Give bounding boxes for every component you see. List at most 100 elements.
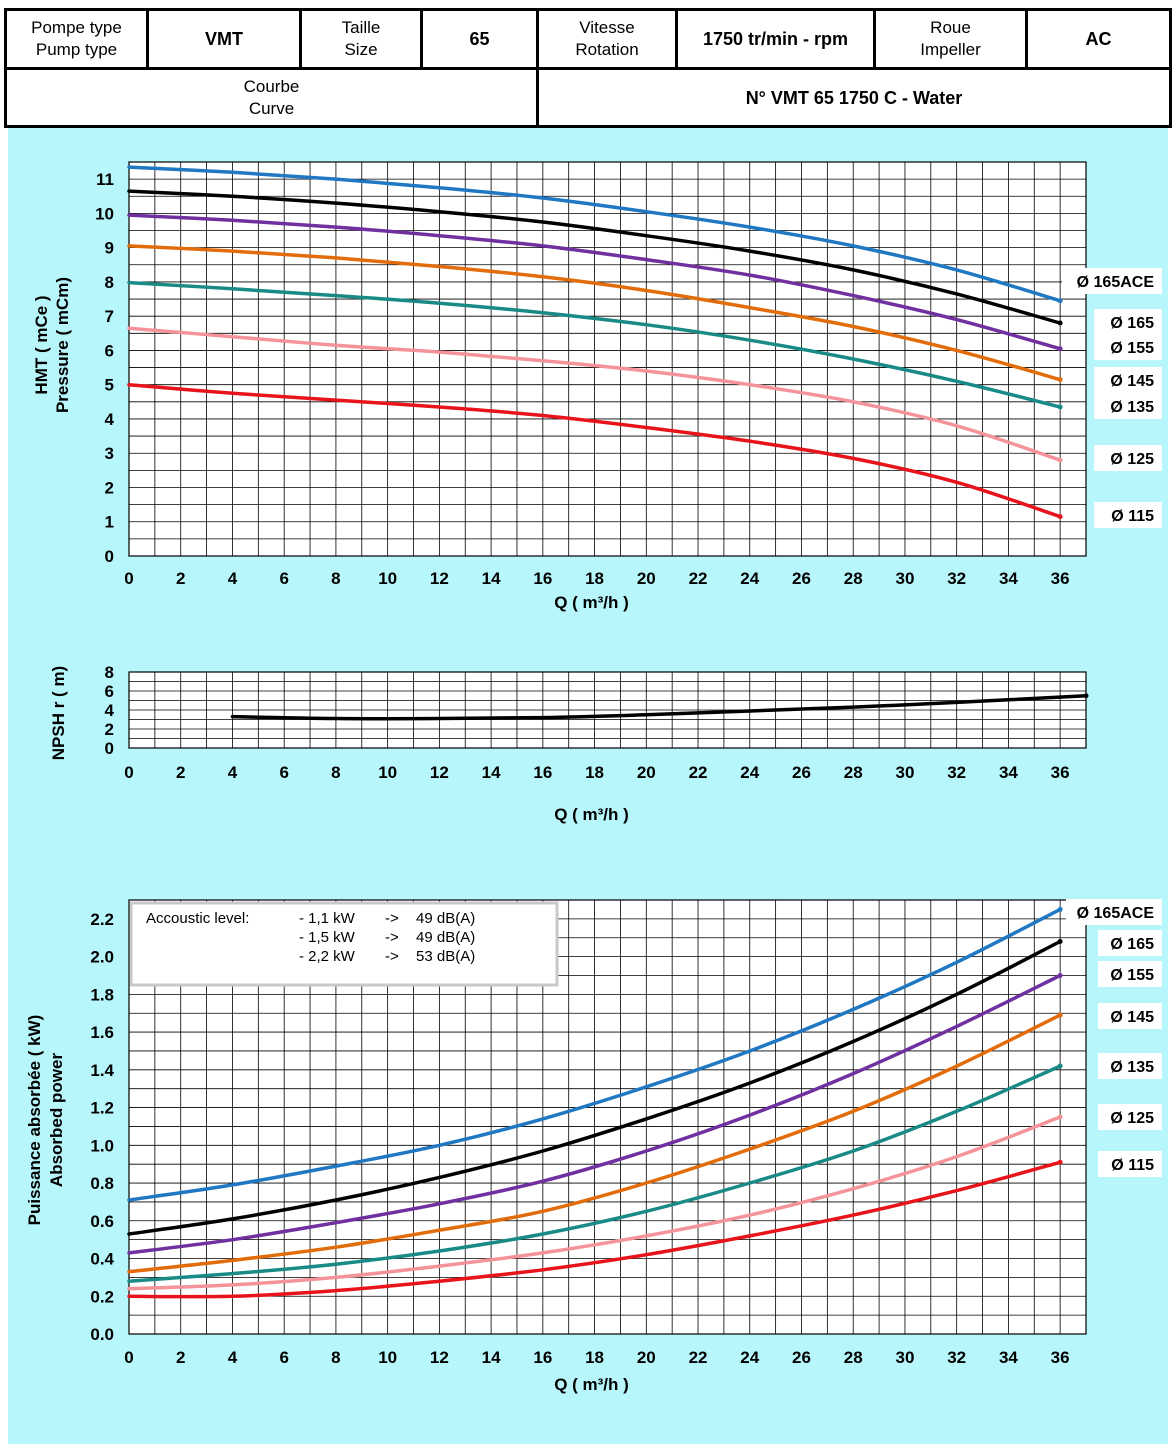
x-axis-label: Q ( m³/h )	[554, 1375, 629, 1394]
legend-label: Ø 155	[1110, 967, 1154, 984]
legend-box	[1098, 1053, 1162, 1079]
x-tick-label: 4	[228, 569, 238, 588]
y-tick-label: 1.0	[90, 1136, 114, 1155]
legend-label: Ø 165	[1110, 315, 1154, 332]
y-tick-label: 0.0	[90, 1325, 114, 1344]
legend-label: Ø 135	[1110, 399, 1154, 416]
x-tick-label: 2	[176, 763, 185, 782]
plot-border	[128, 671, 1087, 749]
header-table: Pompe type Pump type VMT Taille Size 65 Vi…	[4, 8, 1172, 128]
series-line	[127, 973, 1062, 1255]
pump-type-label: Pompe type Pump type	[31, 18, 122, 59]
y-tick-label: 0.4	[90, 1250, 114, 1269]
x-tick-label: 2	[176, 1348, 185, 1367]
x-tick-label: 20	[637, 1348, 656, 1367]
size-label: Taille Size	[341, 18, 381, 59]
legend-box	[1094, 367, 1162, 393]
x-tick-label: 36	[1051, 569, 1070, 588]
legend-label: Ø 115	[1111, 508, 1154, 525]
y-tick-label: 0.6	[90, 1212, 114, 1231]
y-tick-label: 6	[105, 682, 114, 701]
y-tick-label: 10	[95, 204, 114, 223]
acoustic-power: - 1,1 kW	[299, 910, 356, 927]
x-tick-label: 36	[1051, 763, 1070, 782]
x-tick-label: 0	[124, 569, 133, 588]
x-tick-label: 28	[844, 569, 863, 588]
legend-label: Ø 145	[1110, 373, 1154, 390]
series-line	[127, 280, 1062, 409]
impeller-label: Roue Impeller	[920, 18, 981, 59]
y-tick-label: 0.2	[90, 1287, 114, 1306]
x-tick-label: 26	[792, 763, 811, 782]
acoustic-level: 49 dB(A)	[416, 910, 475, 927]
x-tick-label: 20	[637, 569, 656, 588]
x-tick-label: 22	[689, 569, 708, 588]
series-end-point	[1057, 1114, 1063, 1120]
x-tick-label: 0	[124, 1348, 133, 1367]
acoustic-level: 53 dB(A)	[416, 948, 475, 965]
x-tick-label: 32	[947, 569, 966, 588]
legend-label: Ø 165	[1110, 936, 1154, 953]
legend-box	[1098, 961, 1162, 987]
y-tick-label: 0	[105, 547, 114, 566]
y-tick-label: 1.2	[90, 1099, 114, 1118]
series-line	[127, 244, 1062, 382]
series-line	[127, 165, 1062, 303]
x-tick-label: 18	[585, 763, 604, 782]
y-tick-label: 0.8	[90, 1174, 114, 1193]
series-end-point	[1083, 693, 1089, 699]
x-tick-label: 20	[637, 763, 656, 782]
series-end-point	[1057, 1159, 1063, 1165]
series-line	[127, 1064, 1062, 1283]
y-tick-label: 8	[105, 663, 114, 682]
acoustic-arrow: ->	[385, 929, 399, 946]
legend-box	[1094, 334, 1162, 360]
series-end-point	[1057, 457, 1063, 463]
legend-box	[1098, 1104, 1162, 1130]
series-end-point	[1057, 377, 1063, 383]
x-tick-label: 22	[689, 1348, 708, 1367]
series-line	[127, 1160, 1062, 1299]
y-tick-label: 6	[105, 341, 114, 360]
plot-area	[129, 162, 1086, 556]
plot-border	[128, 899, 1087, 1335]
series-end-point	[1057, 1063, 1063, 1069]
legend-label: Ø 125	[1110, 451, 1154, 468]
x-tick-label: 12	[430, 763, 449, 782]
legend-box	[1098, 1003, 1162, 1029]
y-tick-label: 2	[105, 478, 114, 497]
legend-label: Ø 125	[1110, 1110, 1154, 1127]
y-axis-label: Pressure ( mCm)	[53, 277, 72, 413]
x-tick-label: 30	[895, 763, 914, 782]
y-tick-label: 7	[105, 307, 114, 326]
x-tick-label: 30	[895, 569, 914, 588]
legend-box	[1094, 445, 1162, 471]
acoustic-arrow: ->	[385, 948, 399, 965]
x-tick-label: 10	[378, 569, 397, 588]
y-tick-label: 5	[105, 376, 114, 395]
y-tick-label: 2	[105, 720, 114, 739]
x-tick-label: 16	[533, 763, 552, 782]
y-axis-label: Absorbed power	[47, 1053, 66, 1188]
y-tick-label: 1.6	[90, 1023, 114, 1042]
series-end-point	[1057, 514, 1063, 520]
x-tick-label: 0	[124, 763, 133, 782]
y-axis-label: HMT ( mCe )	[32, 295, 51, 394]
x-tick-label: 24	[740, 763, 759, 782]
acoustic-arrow: ->	[385, 910, 399, 927]
x-tick-label: 30	[895, 1348, 914, 1367]
speed-label: Vitesse Rotation	[575, 18, 639, 59]
x-tick-label: 14	[482, 1348, 501, 1367]
x-tick-label: 6	[279, 1348, 288, 1367]
x-tick-label: 8	[331, 763, 340, 782]
series-end-point	[1057, 1012, 1063, 1018]
y-tick-label: 1	[105, 513, 114, 532]
series-end-point	[1057, 298, 1063, 304]
x-tick-label: 18	[585, 1348, 604, 1367]
legend-box	[1066, 899, 1162, 925]
y-tick-label: 8	[105, 273, 114, 292]
acoustic-power: - 2,2 kW	[299, 948, 356, 965]
y-tick-label: 1.4	[90, 1061, 114, 1080]
y-axis-label: NPSH r ( m)	[49, 666, 68, 760]
